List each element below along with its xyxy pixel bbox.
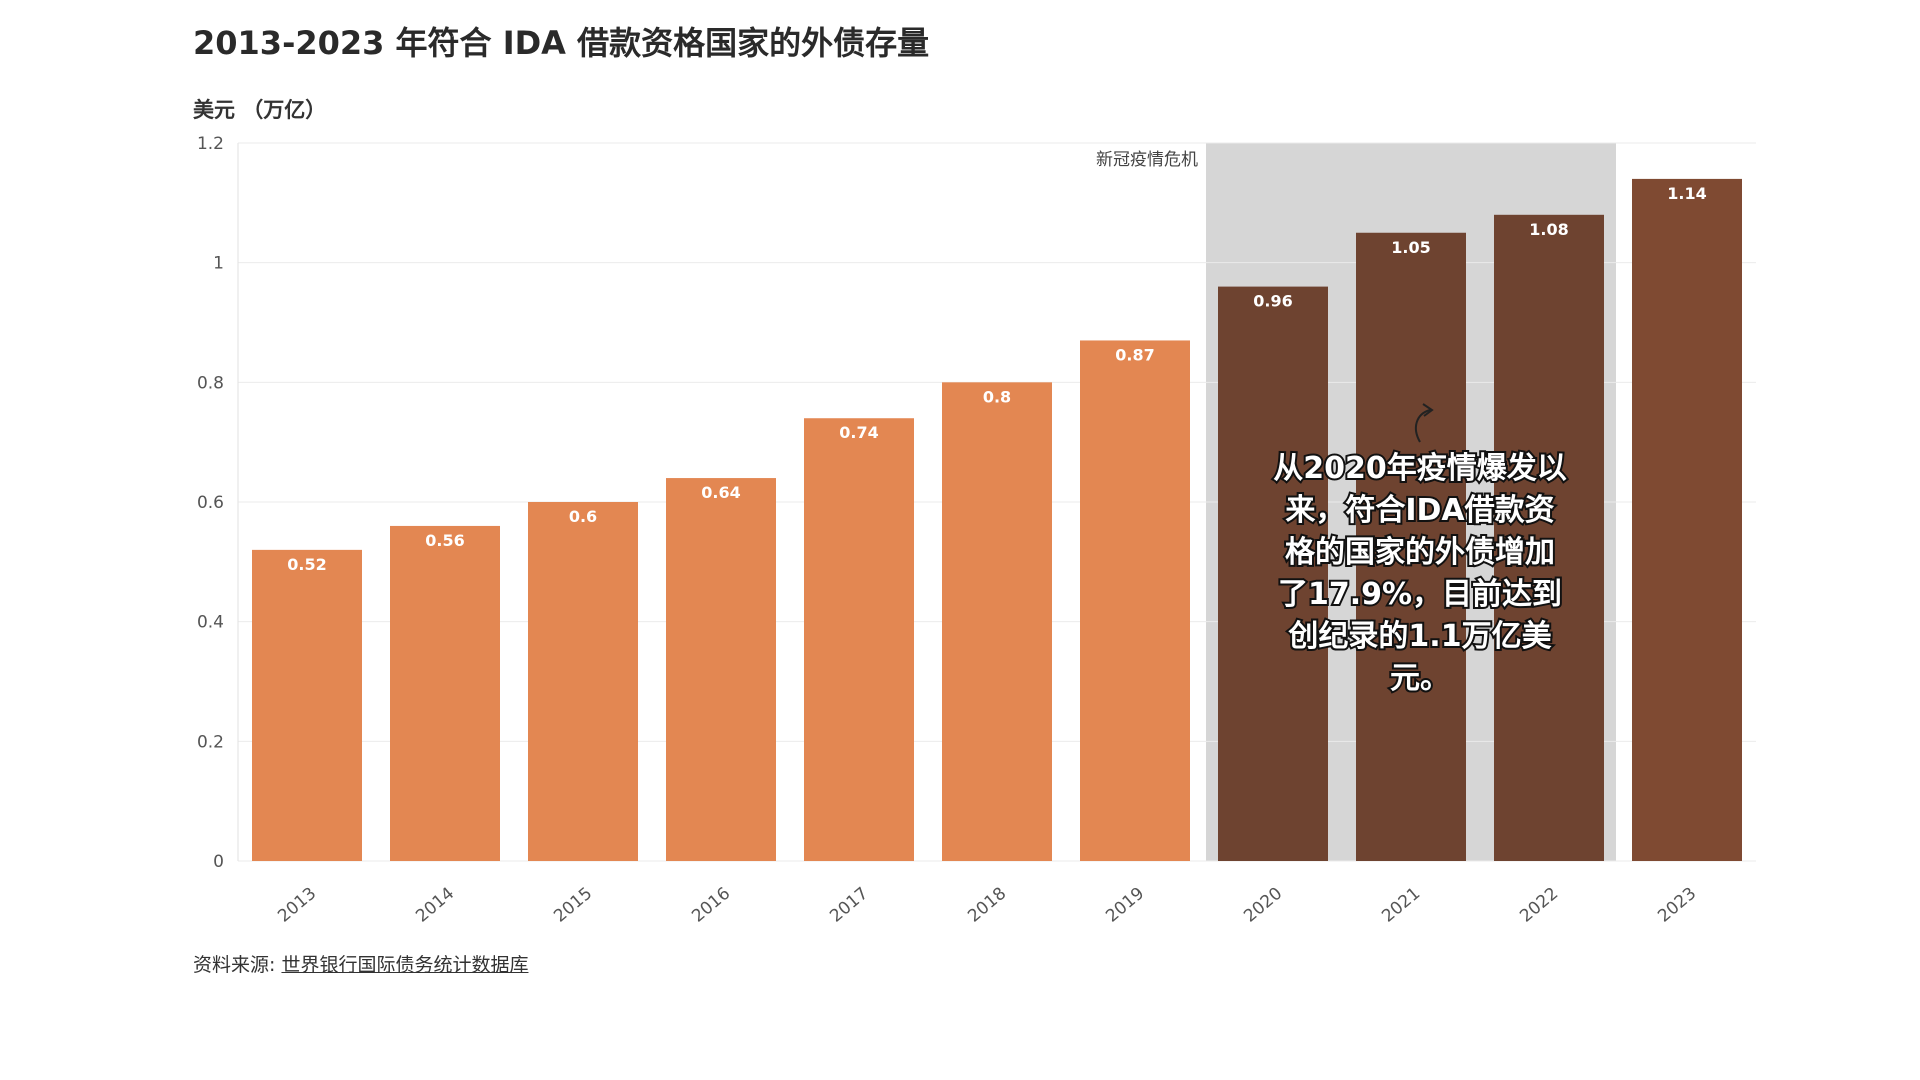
bar-2014 xyxy=(390,525,500,861)
bar-2022 xyxy=(1494,214,1604,862)
bar-2018 xyxy=(942,382,1052,861)
bar-2016 xyxy=(666,478,776,861)
data-label-2016: 0.64 xyxy=(701,483,740,502)
annotation-layer: 从2020年疫情爆发以来，符合IDA借款资格的国家的外债增加了17.9%，目前达… xyxy=(1271,403,1569,698)
source-note: 资料来源: 世界银行国际债务统计数据库 xyxy=(193,950,528,977)
y-axis-unit-label: 美元 （万亿） xyxy=(193,98,327,122)
y-tick-label: 1.2 xyxy=(197,134,224,154)
x-tick-label-2018: 2018 xyxy=(964,884,1010,927)
source-prefix: 资料来源: xyxy=(193,954,282,976)
data-label-2023: 1.14 xyxy=(1667,184,1706,203)
chart-title: 2013-2023 年符合 IDA 借款资格国家的外债存量 xyxy=(193,24,930,62)
data-label-2019: 0.87 xyxy=(1115,345,1154,364)
y-tick-label: 1 xyxy=(213,254,224,274)
y-tick-label: 0.8 xyxy=(197,373,224,393)
annotation-line: 从2020年疫情爆发以 xyxy=(1273,451,1567,486)
bar-2021 xyxy=(1356,232,1466,861)
data-label-2013: 0.52 xyxy=(287,555,326,574)
annotation-line: 来，符合IDA借款资 xyxy=(1285,493,1554,528)
y-tick-label: 0.4 xyxy=(197,613,224,633)
data-label-2020: 0.96 xyxy=(1253,292,1292,311)
annotation-line: 格的国家的外债增加 xyxy=(1285,535,1555,570)
x-tick-label-2013: 2013 xyxy=(274,884,320,927)
source-link[interactable]: 世界银行国际债务统计数据库 xyxy=(281,954,529,976)
x-tick-label-2015: 2015 xyxy=(550,884,596,927)
bar-2020 xyxy=(1218,286,1328,862)
x-tick-label-2022: 2022 xyxy=(1516,884,1562,927)
x-tick-label-2014: 2014 xyxy=(412,884,458,927)
data-label-2018: 0.8 xyxy=(983,387,1011,406)
covid-period-label: 新冠疫情危机 xyxy=(1096,150,1198,170)
x-tick-label-2016: 2016 xyxy=(688,884,734,927)
annotation-line: 元。 xyxy=(1390,661,1450,696)
bar-2013 xyxy=(252,549,362,861)
data-label-layer: 0.52 0.56 0.6 0.64 0.74 0.8 0.87 0.96 1.05 1.08 1.… xyxy=(287,184,1706,574)
annotation-arrow-head xyxy=(1422,403,1434,417)
data-label-2022: 1.08 xyxy=(1529,220,1568,239)
x-tick-label-2023: 2023 xyxy=(1654,884,1700,927)
bar-2017 xyxy=(804,418,914,861)
bar-2015 xyxy=(528,502,638,861)
x-tick-label-2019: 2019 xyxy=(1102,884,1148,927)
data-label-2015: 0.6 xyxy=(569,507,597,526)
bar-2023 xyxy=(1632,178,1742,861)
x-tick-label-2020: 2020 xyxy=(1240,884,1286,927)
data-label-2021: 1.05 xyxy=(1391,238,1430,257)
y-tick-label: 0 xyxy=(213,852,224,872)
annotation-arrow xyxy=(1414,409,1431,443)
y-tick-label: 0.6 xyxy=(197,493,224,513)
x-tick-label-2021: 2021 xyxy=(1378,884,1424,927)
data-label-2017: 0.74 xyxy=(839,423,878,442)
data-label-2014: 0.56 xyxy=(425,531,464,550)
annotation-line: 了17.9%，目前达到 xyxy=(1278,577,1562,612)
y-tick-label: 0.2 xyxy=(197,732,224,752)
x-tick-label-2017: 2017 xyxy=(826,884,872,927)
bar-2019 xyxy=(1080,340,1190,861)
annotation-line: 创纪录的1.1万亿美 xyxy=(1287,619,1551,654)
bar-layer xyxy=(252,178,1742,862)
